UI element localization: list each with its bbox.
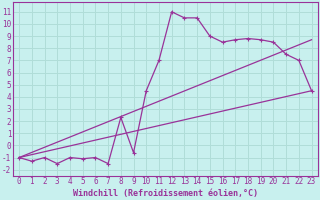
X-axis label: Windchill (Refroidissement éolien,°C): Windchill (Refroidissement éolien,°C): [73, 189, 258, 198]
